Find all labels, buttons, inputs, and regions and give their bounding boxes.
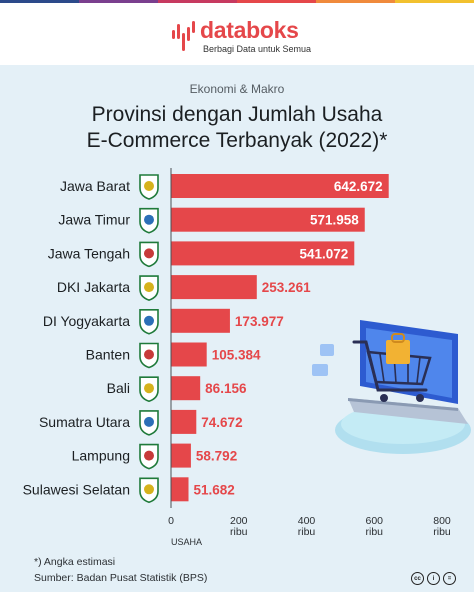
emblem-center-mark <box>144 416 154 427</box>
brand-name: databoks <box>200 17 299 43</box>
cc-icon: cc <box>411 572 424 585</box>
value-label: 253.261 <box>262 280 311 295</box>
footnote: *) Angka estimasi <box>34 556 116 568</box>
x-tick-unit: ribu <box>433 526 451 538</box>
color-strip-segment <box>237 0 316 3</box>
color-strip-segment <box>395 0 474 3</box>
databoks-logo[interactable]: databoks Berbagi Data untuk Semua <box>172 17 312 57</box>
chart-title: Provinsi dengan Jumlah Usaha E-Commerce … <box>0 102 474 154</box>
bar-bali <box>171 376 201 401</box>
category-label: Lampung <box>72 448 130 464</box>
value-label: 571.958 <box>310 213 359 228</box>
bar-chart: Jawa Barat 642.672 Jawa Timur 571.958 Jawa T… <box>23 168 451 547</box>
source-note: Sumber: Badan Pusat Statistik (BPS) <box>34 572 208 584</box>
chart-title-line-1: Provinsi dengan Jumlah Usaha <box>91 103 383 126</box>
bar-jawa-timur <box>171 207 365 232</box>
x-tick-label: 600 <box>365 515 383 527</box>
category-label: Jawa Tengah <box>48 245 130 261</box>
bar-banten <box>171 342 207 367</box>
emblem-center-mark <box>144 450 154 461</box>
color-strip <box>0 0 474 3</box>
emblem-center-mark <box>144 484 154 495</box>
x-tick-label: 0 <box>168 515 174 527</box>
bar-sumatra-utara <box>171 409 197 434</box>
value-label: 173.977 <box>235 314 284 329</box>
emblem-center-mark <box>144 214 154 225</box>
emblem-center-mark <box>144 282 154 293</box>
category-label: Bali <box>107 380 130 396</box>
header: databoks Berbagi Data untuk Semua <box>0 3 474 65</box>
logo-bars-icon <box>172 21 195 51</box>
x-axis-label: USAHA <box>171 537 202 547</box>
license-badges: cc i = <box>411 572 456 585</box>
category-label: Ekonomi & Makro <box>189 82 285 96</box>
value-label: 541.072 <box>299 246 348 261</box>
value-label: 58.792 <box>196 449 237 464</box>
x-tick-label: 800 <box>433 515 451 527</box>
emblem-center-mark <box>144 248 154 259</box>
bar-dki-jakarta <box>171 275 257 300</box>
emblem-center-mark <box>144 315 154 326</box>
category-label: Jawa Barat <box>60 178 130 194</box>
category-label: DI Yogyakarta <box>43 313 130 329</box>
value-label: 105.384 <box>212 348 261 363</box>
category-label: Jawa Timur <box>58 212 130 228</box>
emblem-center-mark <box>144 383 154 394</box>
brand-tagline: Berbagi Data untuk Semua <box>203 44 312 54</box>
emblem-center-mark <box>144 349 154 360</box>
bar-lampung <box>171 443 191 468</box>
equal-icon: = <box>443 572 456 585</box>
x-tick-label: 400 <box>298 515 316 527</box>
bar-sulawesi-selatan <box>171 477 189 502</box>
laptop-shopping-cart-icon <box>312 320 471 454</box>
color-strip-segment <box>79 0 158 3</box>
value-label: 642.672 <box>334 179 383 194</box>
category-label: DKI Jakarta <box>57 279 130 295</box>
x-tick-label: 200 <box>230 515 248 527</box>
color-strip-segment <box>158 0 237 3</box>
category-label: Banten <box>86 347 130 363</box>
x-tick-unit: ribu <box>365 526 383 538</box>
chart-title-line-2: E-Commerce Terbanyak (2022)* <box>86 129 388 152</box>
value-label: 74.672 <box>201 415 242 430</box>
value-label: 86.156 <box>205 381 247 396</box>
bar-di-yogyakarta <box>171 308 230 333</box>
bar-jawa-tengah <box>171 241 355 266</box>
value-label: 51.682 <box>194 482 235 497</box>
category-label: Sulawesi Selatan <box>23 481 130 497</box>
by-icon: i <box>427 572 440 585</box>
category-label: Sumatra Utara <box>39 414 130 430</box>
color-strip-segment <box>316 0 395 3</box>
emblem-center-mark <box>144 181 154 191</box>
color-strip-segment <box>0 0 79 3</box>
x-tick-unit: ribu <box>298 526 316 538</box>
bar-jawa-barat <box>171 174 389 198</box>
x-tick-unit: ribu <box>230 526 248 538</box>
